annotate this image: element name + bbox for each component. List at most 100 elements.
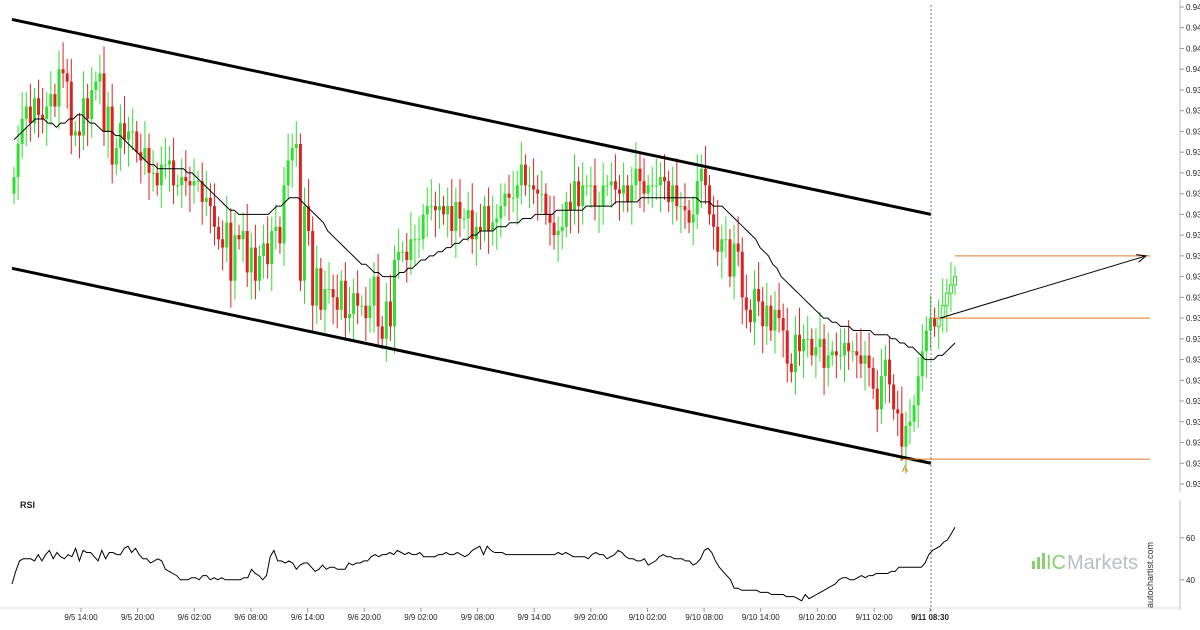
time-tick-label: 9/10 20:00 (799, 613, 837, 622)
time-tick-label: 9/6 02:00 (178, 613, 212, 622)
candle-body (73, 131, 77, 136)
candle-body (716, 226, 720, 252)
candle-body (511, 197, 515, 199)
candle-body (16, 143, 20, 178)
candle-body (826, 355, 830, 368)
candle-body (442, 206, 446, 215)
price-tick-label: 0.9331 (1186, 356, 1200, 365)
candle-body (347, 313, 351, 319)
candle-body (883, 359, 887, 377)
candle-body (765, 305, 769, 327)
candle-body (69, 81, 73, 136)
candle-body (61, 69, 65, 74)
candle-body (286, 160, 290, 186)
price-tick-label: 0.9341 (1186, 314, 1200, 323)
candle-body (720, 239, 724, 252)
candle-body (577, 181, 581, 207)
forecast-arrow-line (939, 255, 1147, 319)
price-tick-label: 0.9336 (1186, 335, 1200, 344)
candle-body (32, 98, 36, 124)
candle-body (609, 181, 613, 186)
candle-body (131, 131, 135, 133)
time-tick-label: 9/6 14:00 (291, 613, 325, 622)
candle-body (368, 305, 372, 319)
candle-body (462, 218, 466, 220)
candle-body (769, 305, 773, 331)
candle-body (257, 255, 261, 281)
candle-body (446, 206, 450, 215)
time-tick-label: 9/10 02:00 (629, 613, 667, 622)
candle-body (564, 201, 568, 227)
candle-body (630, 185, 634, 202)
candle-body (221, 239, 225, 248)
candle-body (470, 210, 474, 240)
candle-body (499, 206, 503, 219)
time-tick-label: 9/11 02:00 (855, 613, 893, 622)
candle-body (37, 98, 41, 115)
candle-body (834, 351, 838, 356)
candle-body (245, 230, 249, 273)
point-a-label: A (902, 464, 908, 474)
candle-body (360, 305, 364, 307)
candle-body (818, 338, 822, 348)
brand-prefix: IC (1046, 552, 1066, 574)
candle-body (421, 214, 425, 240)
candle-body (712, 214, 716, 227)
candle-body (699, 168, 703, 182)
candle-body (867, 355, 871, 368)
candle-body (863, 355, 867, 364)
candle-body (822, 338, 826, 368)
candle-body (57, 69, 61, 107)
candle-body (53, 94, 57, 107)
candle-body (384, 301, 388, 339)
watermark-credit: autochartist.com (1145, 542, 1155, 608)
candle-body (298, 143, 302, 281)
candle-body (388, 301, 392, 327)
price-tick-label: 0.9346 (1186, 293, 1200, 302)
candle-body (413, 239, 417, 241)
candle-body (757, 289, 761, 302)
candle-body (536, 189, 540, 194)
candle-body (548, 214, 552, 223)
candle-body (114, 148, 118, 165)
candle-body (425, 206, 429, 215)
candle-body (806, 338, 810, 340)
time-axis: 9/5 14:00 9/5 20:00 9/6 02:00 9/6 08:00 9/6 … (64, 608, 949, 622)
candle-body (474, 226, 478, 240)
candle-body (86, 98, 90, 119)
candle-body (740, 251, 744, 298)
candle-body (401, 251, 405, 253)
candle-body (65, 73, 69, 82)
candle-body (450, 206, 454, 231)
candle-body (200, 181, 204, 202)
candle-body (335, 297, 339, 310)
candle-body (556, 230, 560, 236)
candle-body (24, 106, 28, 119)
candle-body (936, 317, 941, 327)
candle-body (568, 201, 572, 211)
candle-body (28, 106, 32, 124)
price-tick-label: 0.9386 (1186, 127, 1200, 136)
candle-body (315, 268, 319, 306)
candle-body (552, 222, 556, 236)
candle-body (466, 210, 470, 219)
candle-body (785, 330, 789, 364)
candle-body (589, 185, 593, 187)
candle-body (135, 131, 139, 153)
price-tick-label: 0.9361 (1186, 231, 1200, 240)
price-tick-label: 0.9416 (1186, 3, 1200, 12)
candle-body (581, 185, 585, 207)
time-tick-label: 9/10 14:00 (742, 613, 780, 622)
candle-body (503, 193, 507, 207)
candle-body (753, 289, 757, 323)
candle-body (372, 276, 376, 306)
candle-body (147, 148, 151, 173)
time-tick-label: 9/9 08:00 (461, 613, 495, 622)
candle-body (319, 268, 323, 310)
candle-body (176, 185, 180, 187)
candle-body (110, 106, 114, 165)
candle-body (875, 388, 879, 410)
candle-body (691, 214, 695, 223)
candle-body (900, 413, 904, 447)
candle-body (507, 193, 511, 198)
